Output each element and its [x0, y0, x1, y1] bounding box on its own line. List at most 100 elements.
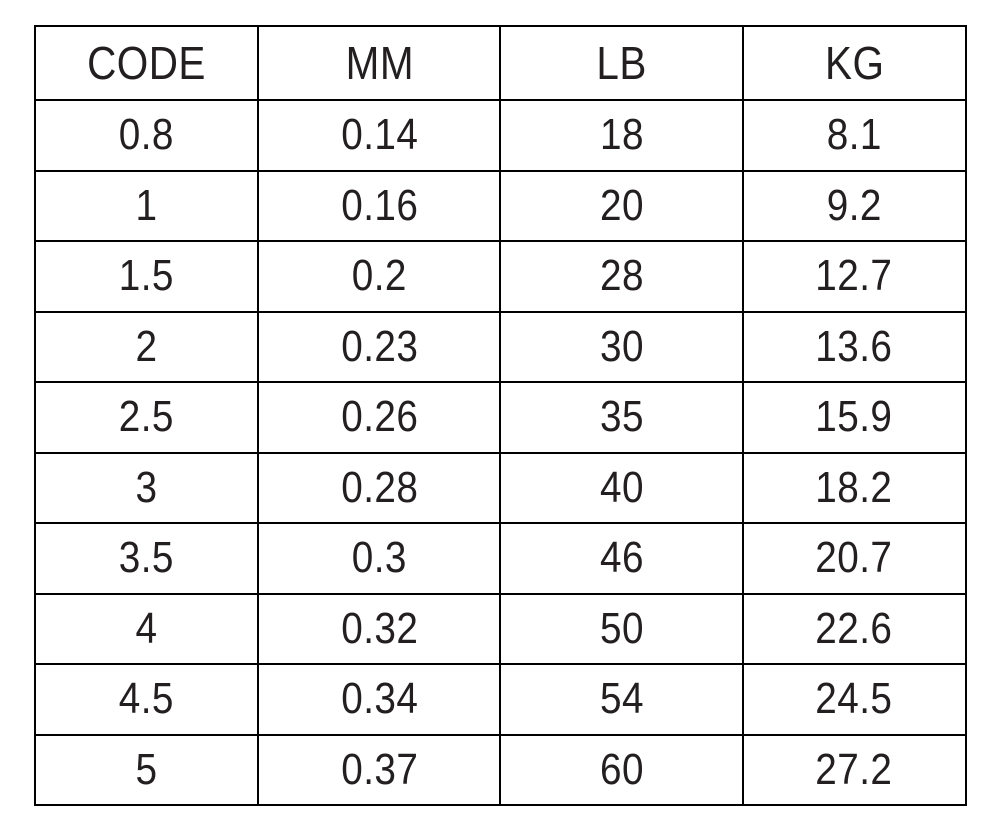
table-cell-value: 3 — [135, 462, 158, 512]
table-cell: 30 — [499, 310, 744, 383]
table-cell-value: 18 — [599, 110, 644, 160]
table-cell-value: 1 — [135, 180, 158, 230]
table-row: 1 0.16 20 9.2 — [33, 169, 968, 242]
table-cell-value: 0.8 — [119, 110, 175, 160]
table-cell: 5 — [33, 733, 260, 806]
table-cell: 0.28 — [257, 451, 502, 524]
table-cell: 2 — [33, 310, 260, 383]
table-cell: 1.5 — [33, 240, 260, 313]
table-cell-value: 0.23 — [340, 321, 419, 371]
table-row: 5 0.37 60 27.2 — [33, 733, 968, 806]
spec-table: CODE MM LB KG 0.8 0.14 18 8.1 1 0.16 20 9.2 1.5 0.2 2… — [33, 25, 968, 806]
spec-table-body: 0.8 0.14 18 8.1 1 0.16 20 9.2 1.5 0.2 28 12.7 2 0.23 3… — [33, 99, 968, 806]
table-cell-value: 24.5 — [815, 674, 893, 724]
table-cell-value: 22.6 — [815, 603, 893, 653]
table-cell: 27.2 — [741, 733, 968, 806]
table-cell: 2.5 — [33, 381, 260, 454]
table-cell: 22.6 — [741, 592, 968, 665]
table-row: 4 0.32 50 22.6 — [33, 592, 968, 665]
spec-table-header: CODE MM LB KG — [33, 25, 968, 101]
table-cell: 20 — [499, 169, 744, 242]
table-cell: 46 — [499, 522, 744, 595]
table-cell: 0.2 — [257, 240, 502, 313]
table-cell: 15.9 — [741, 381, 968, 454]
table-cell-value: 15.9 — [815, 392, 893, 442]
column-header-label: KG — [824, 37, 884, 89]
column-header-mm: MM — [257, 25, 502, 101]
table-cell-value: 27.2 — [815, 744, 893, 794]
table-cell-value: 60 — [599, 744, 644, 794]
table-cell-value: 18.2 — [815, 462, 893, 512]
table-cell: 0.34 — [257, 663, 502, 736]
table-cell: 1 — [33, 169, 260, 242]
table-cell-value: 4 — [135, 603, 158, 653]
table-cell-value: 50 — [599, 603, 644, 653]
table-row: 0.8 0.14 18 8.1 — [33, 99, 968, 172]
table-cell: 13.6 — [741, 310, 968, 383]
table-cell: 54 — [499, 663, 744, 736]
table-cell: 0.14 — [257, 99, 502, 172]
table-cell-value: 0.16 — [340, 180, 419, 230]
table-cell: 12.7 — [741, 240, 968, 313]
table-cell-value: 3.5 — [119, 533, 175, 583]
header-row: CODE MM LB KG — [33, 25, 968, 101]
column-header-lb: LB — [499, 25, 744, 101]
table-cell: 0.23 — [257, 310, 502, 383]
table-cell-value: 0.37 — [340, 744, 419, 794]
table-cell: 50 — [499, 592, 744, 665]
table-cell-value: 0.3 — [351, 533, 408, 583]
table-cell: 60 — [499, 733, 744, 806]
table-cell-value: 8.1 — [826, 110, 882, 160]
table-cell-value: 12.7 — [815, 251, 893, 301]
table-cell-value: 1.5 — [119, 251, 175, 301]
table-row: 3.5 0.3 46 20.7 — [33, 522, 968, 595]
table-cell-value: 2 — [135, 321, 158, 371]
table-cell-value: 0.34 — [340, 674, 419, 724]
table-cell: 0.32 — [257, 592, 502, 665]
table-cell: 3 — [33, 451, 260, 524]
table-cell-value: 0.2 — [351, 251, 408, 301]
column-header-kg: KG — [741, 25, 968, 101]
column-header-label: CODE — [87, 37, 207, 89]
table-cell: 18 — [499, 99, 744, 172]
table-cell: 0.26 — [257, 381, 502, 454]
table-cell: 8.1 — [741, 99, 968, 172]
table-cell-value: 5 — [135, 744, 158, 794]
table-cell: 18.2 — [741, 451, 968, 524]
table-cell-value: 30 — [599, 321, 644, 371]
table-cell-value: 35 — [599, 392, 644, 442]
table-cell: 20.7 — [741, 522, 968, 595]
table-cell-value: 2.5 — [119, 392, 175, 442]
table-cell-value: 40 — [599, 462, 644, 512]
table-cell-value: 0.28 — [340, 462, 419, 512]
table-row: 4.5 0.34 54 24.5 — [33, 663, 968, 736]
table-cell: 35 — [499, 381, 744, 454]
table-cell-value: 0.32 — [340, 603, 419, 653]
table-cell: 3.5 — [33, 522, 260, 595]
table-row: 2.5 0.26 35 15.9 — [33, 381, 968, 454]
table-cell-value: 20 — [599, 180, 644, 230]
table-row: 1.5 0.2 28 12.7 — [33, 240, 968, 313]
table-cell-value: 46 — [599, 533, 644, 583]
table-cell-value: 20.7 — [815, 533, 893, 583]
table-cell-value: 0.14 — [340, 110, 419, 160]
table-cell: 0.16 — [257, 169, 502, 242]
table-cell: 0.37 — [257, 733, 502, 806]
table-cell: 4 — [33, 592, 260, 665]
table-cell: 4.5 — [33, 663, 260, 736]
table-cell: 28 — [499, 240, 744, 313]
table-cell-value: 54 — [599, 674, 644, 724]
column-header-label: LB — [596, 37, 647, 89]
column-header-code: CODE — [33, 25, 260, 101]
table-row: 2 0.23 30 13.6 — [33, 310, 968, 383]
table-cell: 9.2 — [741, 169, 968, 242]
table-cell-value: 13.6 — [815, 321, 893, 371]
table-cell-value: 0.26 — [340, 392, 419, 442]
table-cell: 0.3 — [257, 522, 502, 595]
column-header-label: MM — [345, 37, 414, 89]
table-cell-value: 9.2 — [826, 180, 882, 230]
table-row: 3 0.28 40 18.2 — [33, 451, 968, 524]
table-cell: 40 — [499, 451, 744, 524]
table-cell-value: 28 — [599, 251, 644, 301]
